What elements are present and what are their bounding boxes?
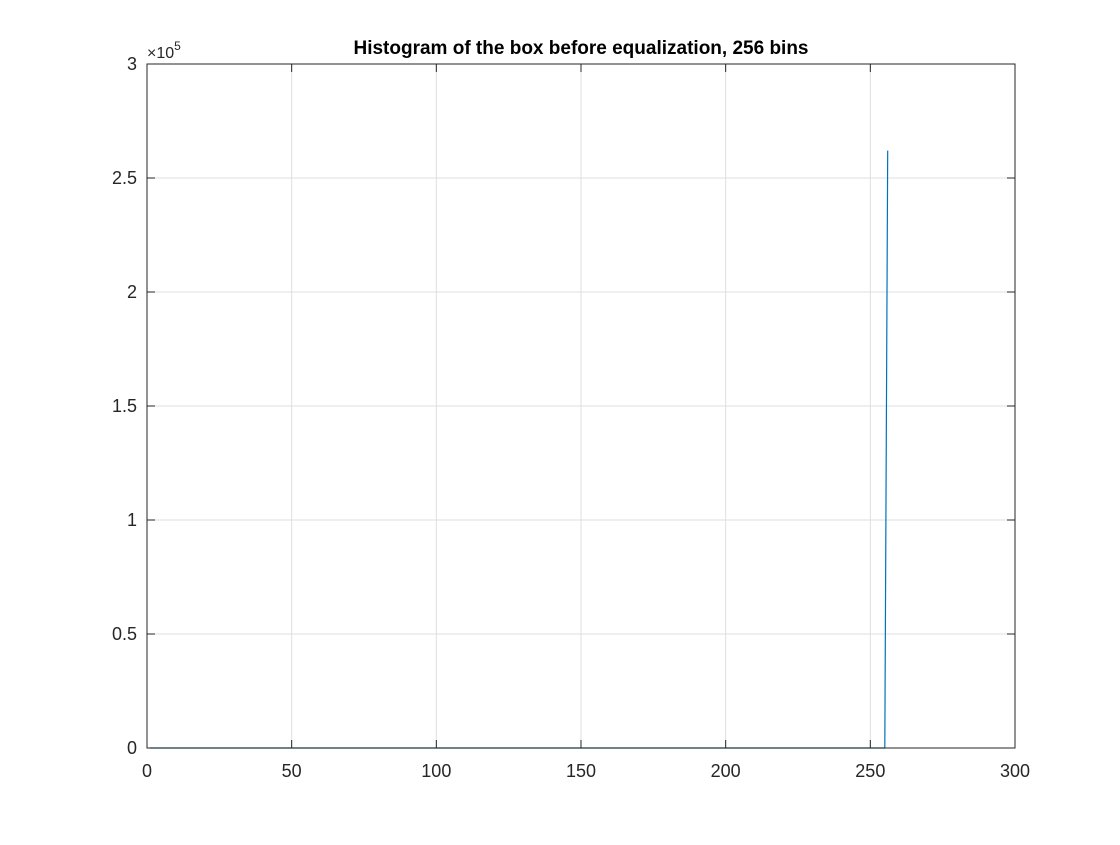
y-tick-label: 0.5 (112, 624, 137, 644)
y-tick-label: 3 (127, 54, 137, 74)
y-tick-label: 1.5 (112, 396, 137, 416)
x-tick-label: 0 (142, 761, 152, 781)
x-tick-label: 100 (421, 761, 451, 781)
tick-marks (146, 63, 1016, 749)
y-tick-label: 1 (127, 510, 137, 530)
y-tick-label: 2.5 (112, 168, 137, 188)
y-tick-label: 0 (127, 738, 137, 758)
y-tick-labels: 0 0.5 1 1.5 2 2.5 3 (112, 54, 137, 758)
x-tick-label: 200 (711, 761, 741, 781)
x-tick-labels: 0 50 100 150 200 250 300 (142, 761, 1030, 781)
y-multiplier-label: ×105 (147, 39, 181, 62)
x-tick-label: 300 (1000, 761, 1030, 781)
x-tick-label: 150 (566, 761, 596, 781)
chart-title: Histogram of the box before equalization… (353, 38, 808, 59)
x-tick-label: 250 (855, 761, 885, 781)
y-multiplier-exponent: 5 (174, 39, 181, 53)
y-tick-label: 2 (127, 282, 137, 302)
x-tick-label: 50 (282, 761, 302, 781)
y-multiplier-base: ×10 (147, 45, 174, 62)
